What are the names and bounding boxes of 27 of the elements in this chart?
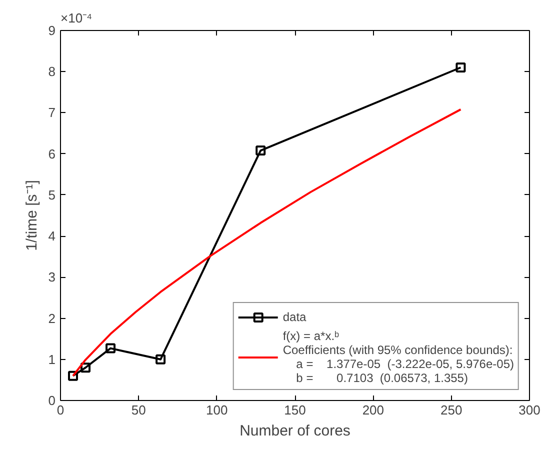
y-tick-label: 6: [48, 146, 56, 162]
y-axis-title: 1/time [s⁻¹]: [23, 180, 40, 251]
point: [68, 370, 78, 381]
x-tick-label: 200: [362, 402, 384, 418]
point: [80, 362, 91, 373]
y-tick-label: 2: [48, 310, 56, 326]
y-tick-label: 4: [48, 228, 56, 244]
point: [256, 146, 266, 156]
x-tick-label: 250: [440, 402, 462, 418]
y-tick-label: 7: [48, 105, 56, 120]
x-axis-title: Number of cores: [240, 422, 350, 440]
x-tick-label: 300: [518, 402, 540, 418]
x-tick-label: 150: [284, 402, 306, 418]
y-tick-label: 5: [48, 187, 56, 202]
x-tick-label: 50: [131, 402, 146, 418]
y-tick-label: 8: [48, 64, 56, 80]
y-tick-label: 0: [48, 393, 56, 408]
legend-label: data: [282, 310, 306, 324]
text: ×10⁻⁴: [60, 10, 92, 26]
point: [106, 343, 116, 354]
legend-label: f(x) = a*x.ᵇ Coefficients (with 95% confidence bounds): a = 1.377e-05 (-3.222e-05, 5.976e-05) b = 0.7103 (0.06573, 1.355): [282, 329, 514, 385]
y-tick-label: 3: [48, 270, 56, 285]
y-tick-label: 1: [48, 352, 56, 367]
point: [156, 354, 166, 364]
point: [456, 62, 466, 72]
y-tick-label: 9: [48, 23, 56, 38]
x-tick-label: 100: [206, 402, 228, 418]
